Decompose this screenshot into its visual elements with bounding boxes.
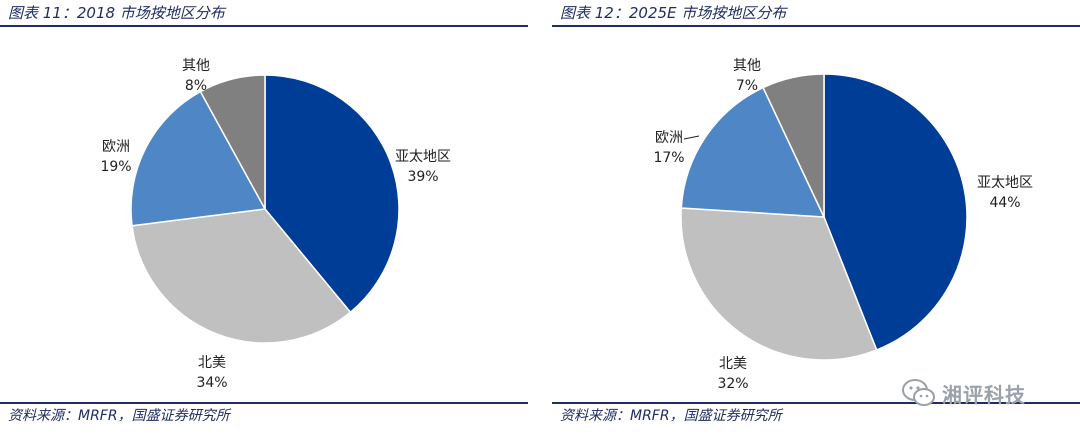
source-rule xyxy=(552,402,1080,404)
pie-slice-asia-pacific xyxy=(264,74,400,314)
source-note: 资料来源：MRFR，国盛证券研究所 xyxy=(560,408,782,424)
source-note: 资料来源：MRFR，国盛证券研究所 xyxy=(8,408,230,424)
category-label-other: 其他 xyxy=(182,58,210,74)
category-label-asia-pacific: 亚太地区 xyxy=(395,149,451,165)
value-label-asia-pacific: 39% xyxy=(407,169,438,185)
value-label-north-america: 34% xyxy=(196,375,227,391)
category-label-north-america: 北美 xyxy=(198,355,226,371)
value-label-other: 7% xyxy=(736,78,758,94)
category-label-other: 其他 xyxy=(733,58,761,74)
watermark-text: 湘评科技 xyxy=(942,382,1026,407)
pie-slice-other xyxy=(762,73,825,218)
value-label-europe: 17% xyxy=(653,150,684,166)
wechat-icon xyxy=(902,379,935,406)
pie-slice-north-america xyxy=(131,208,352,344)
category-label-europe: 欧洲 xyxy=(655,130,683,146)
pie-slice-north-america xyxy=(680,207,878,361)
title-rule xyxy=(552,25,1080,27)
label-leader-line xyxy=(683,135,700,140)
title-rule xyxy=(0,25,528,27)
chart-title: 图表 12：2025E 市场按地区分布 xyxy=(560,4,787,22)
value-label-europe: 19% xyxy=(100,159,131,175)
chart-panel-2018: 图表 11：2018 市场按地区分布 亚太地区 39% 北美 34% 欧洲 19% 其他 8%… xyxy=(0,0,528,442)
value-label-other: 8% xyxy=(185,78,207,94)
pie-slice-europe xyxy=(130,90,267,227)
pie-slice-other xyxy=(199,74,266,210)
watermark: 湘评科技 xyxy=(902,378,1026,408)
pie-chart-2025e: 亚太地区 44% 北美 32% 欧洲 17% 其他 7% xyxy=(653,58,1033,392)
category-label-north-america: 北美 xyxy=(719,356,747,372)
category-label-asia-pacific: 亚太地区 xyxy=(977,175,1033,191)
pie-slice-asia-pacific xyxy=(823,73,968,351)
value-label-asia-pacific: 44% xyxy=(989,195,1020,211)
value-label-north-america: 32% xyxy=(717,376,748,392)
category-label-europe: 欧洲 xyxy=(102,139,130,155)
pie-slice-europe xyxy=(680,86,826,218)
chart-panel-2025e: 图表 12：2025E 市场按地区分布 亚太地区 44% 北美 32% 欧洲 17% 其他 7… xyxy=(552,0,1080,442)
chart-title: 图表 11：2018 市场按地区分布 xyxy=(8,4,225,22)
pie-chart-2018: 亚太地区 39% 北美 34% 欧洲 19% 其他 8% xyxy=(100,58,451,391)
source-rule xyxy=(0,402,528,404)
